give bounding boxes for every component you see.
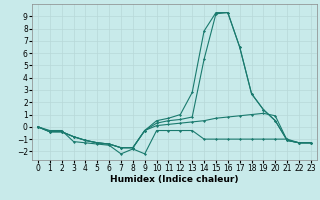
X-axis label: Humidex (Indice chaleur): Humidex (Indice chaleur) <box>110 175 239 184</box>
